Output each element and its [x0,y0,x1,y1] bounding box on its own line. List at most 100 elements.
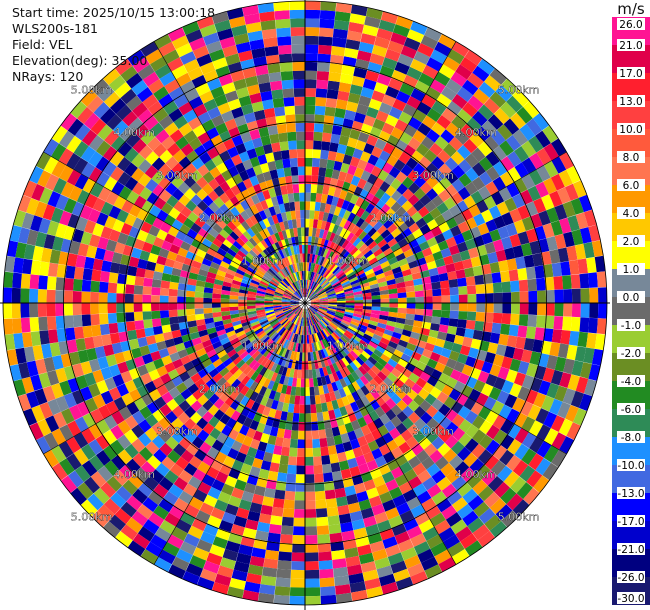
velocity-gate [412,163,426,176]
velocity-gate [312,282,318,291]
velocity-gate [298,244,303,254]
velocity-gate [324,480,335,491]
velocity-gate [202,171,215,184]
velocity-gate [59,424,74,441]
velocity-gate [162,542,180,557]
velocity-gate [310,404,317,414]
velocity-gate [120,65,138,82]
velocity-gate [384,387,396,398]
velocity-gate [305,192,311,202]
velocity-gate [294,307,301,314]
velocity-gate [137,526,155,542]
velocity-gate [268,255,276,265]
velocity-gate [290,273,296,283]
velocity-gate [47,191,61,208]
velocity-gate [231,569,248,582]
velocity-gate [117,156,132,172]
velocity-gate [95,140,111,157]
velocity-gate [458,159,472,174]
velocity-gate [386,278,396,286]
velocity-gate [235,359,246,369]
velocity-gate [270,362,278,373]
velocity-gate [423,365,435,376]
velocity-gate [307,343,311,353]
velocity-gate [216,162,228,174]
velocity-gate [271,381,279,392]
velocity-gate [518,314,529,327]
velocity-gate [339,368,348,379]
velocity-gate [589,303,599,319]
velocity-gate [231,283,241,290]
velocity-gate [254,449,266,461]
velocity-gate [230,287,240,293]
velocity-gate [212,340,223,350]
velocity-gate [126,458,141,474]
velocity-gate [294,263,299,272]
velocity-gate [295,272,299,281]
velocity-gate [253,339,262,348]
velocity-gate [379,491,393,504]
velocity-gate [194,303,204,309]
velocity-gate [321,318,329,326]
velocity-gate [347,222,356,233]
velocity-gate [224,90,239,103]
velocity-gate [290,314,297,322]
velocity-gate [519,189,534,205]
velocity-gate [478,185,492,200]
velocity-gate [180,206,192,218]
velocity-gate [450,151,465,165]
velocity-gate [296,271,301,281]
velocity-gate [466,285,477,295]
velocity-gate [479,420,493,435]
velocity-gate [390,336,400,345]
velocity-gate [506,408,520,424]
velocity-gate [292,184,300,194]
velocity-gate [282,307,292,312]
velocity-gate [458,286,468,295]
velocity-gate [477,530,496,548]
velocity-gate [377,519,392,533]
velocity-gate [369,53,385,66]
velocity-gate [290,18,305,28]
velocity-gate [254,244,263,254]
velocity-gate [158,429,172,443]
velocity-gate [264,296,274,300]
velocity-gate [493,429,508,445]
velocity-gate [500,434,515,450]
velocity-gate [145,541,163,557]
velocity-gate [414,314,424,322]
velocity-gate [336,304,346,308]
velocity-gate [251,401,261,412]
velocity-gate [249,555,265,567]
velocity-gate [318,292,327,297]
velocity-gate [281,280,289,288]
velocity-gate [283,499,295,509]
velocity-gate [274,310,284,315]
velocity-gate [89,358,101,373]
velocity-gate [360,507,375,519]
velocity-gate [289,313,296,322]
velocity-gate [338,237,347,247]
velocity-gate [500,101,517,119]
velocity-gate [399,510,415,524]
velocity-gate [273,296,283,300]
velocity-gate [260,239,269,249]
velocity-gate [80,89,98,107]
velocity-gate [286,123,296,133]
velocity-gate [152,325,163,335]
velocity-gate [288,274,295,283]
velocity-gate [161,324,172,334]
velocity-gate [430,541,448,557]
velocity-gate [233,227,243,238]
velocity-gate [197,368,209,379]
velocity-gate [195,285,205,293]
velocity-gate [211,114,225,127]
velocity-gate [151,310,161,320]
velocity-gate [218,73,233,87]
velocity-gate [319,437,328,448]
velocity-gate [363,347,374,356]
velocity-gate [306,326,309,336]
velocity-gate [103,415,118,430]
velocity-gate [318,229,325,239]
velocity-gate [281,298,291,301]
